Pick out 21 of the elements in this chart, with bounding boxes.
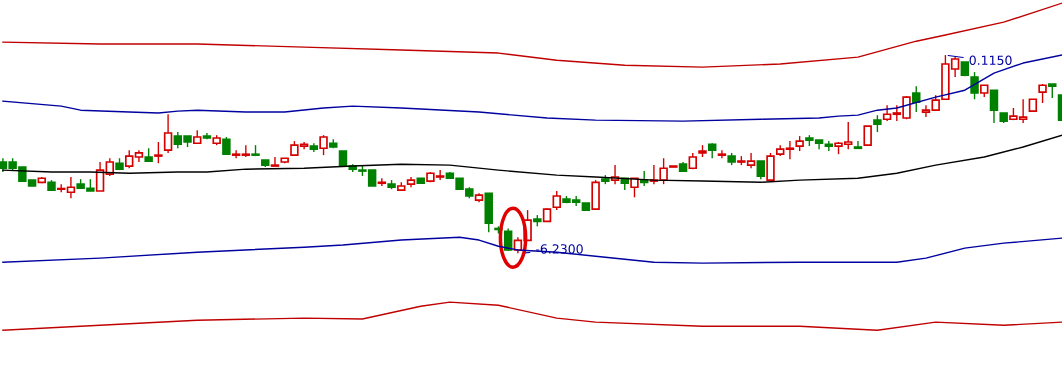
candlestick	[95, 161, 105, 192]
candlestick	[124, 149, 134, 169]
candlestick	[989, 89, 999, 124]
candlestick	[717, 149, 727, 159]
candlestick	[66, 176, 76, 199]
candlestick	[785, 140, 795, 160]
candlestick	[241, 144, 251, 158]
candlestick	[377, 177, 387, 187]
candlestick	[912, 85, 921, 113]
candlestick	[163, 113, 173, 154]
candlestick	[319, 134, 328, 156]
candlestick	[863, 125, 872, 146]
candlestick	[756, 160, 766, 180]
candlestick	[270, 156, 280, 167]
annotation: -6.2300	[535, 244, 583, 254]
candlestick	[552, 190, 561, 211]
annotation: 0.1150	[969, 55, 1012, 65]
candlestick	[970, 71, 979, 100]
candlestick	[853, 140, 863, 150]
candlestick	[154, 141, 163, 164]
candlestick	[231, 149, 241, 159]
